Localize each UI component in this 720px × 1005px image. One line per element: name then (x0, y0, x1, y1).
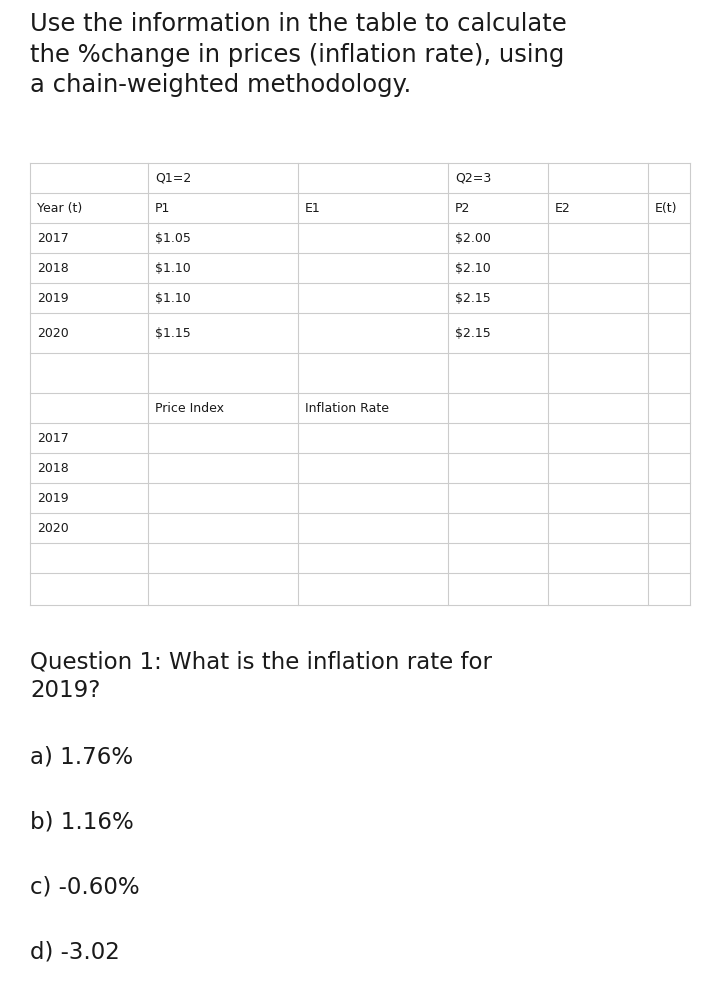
Text: $1.10: $1.10 (155, 291, 191, 305)
Text: 2020: 2020 (37, 327, 68, 340)
Text: Q1=2: Q1=2 (155, 172, 192, 185)
Text: $2.00: $2.00 (455, 231, 491, 244)
Text: $2.10: $2.10 (455, 261, 491, 274)
Text: 2019: 2019 (37, 491, 68, 505)
Text: E2: E2 (555, 201, 571, 214)
Text: 2018: 2018 (37, 461, 68, 474)
Text: Use the information in the table to calculate
the %change in prices (inflation r: Use the information in the table to calc… (30, 12, 567, 97)
Text: a) 1.76%: a) 1.76% (30, 745, 133, 768)
Text: Inflation Rate: Inflation Rate (305, 402, 389, 414)
Text: d) -3.02: d) -3.02 (30, 940, 120, 963)
Text: Year (t): Year (t) (37, 201, 82, 214)
Text: E1: E1 (305, 201, 320, 214)
Text: c) -0.60%: c) -0.60% (30, 875, 140, 898)
Text: 2018: 2018 (37, 261, 68, 274)
Text: Q2=3: Q2=3 (455, 172, 491, 185)
Text: Price Index: Price Index (155, 402, 224, 414)
Text: $2.15: $2.15 (455, 327, 491, 340)
Text: 2017: 2017 (37, 431, 68, 444)
Text: 2017: 2017 (37, 231, 68, 244)
Text: b) 1.16%: b) 1.16% (30, 810, 134, 833)
Text: P2: P2 (455, 201, 470, 214)
Text: $1.10: $1.10 (155, 261, 191, 274)
Text: P1: P1 (155, 201, 171, 214)
Text: E(t): E(t) (655, 201, 678, 214)
Text: $1.05: $1.05 (155, 231, 191, 244)
Text: 2019: 2019 (37, 291, 68, 305)
Text: $1.15: $1.15 (155, 327, 191, 340)
Text: Question 1: What is the inflation rate for
2019?: Question 1: What is the inflation rate f… (30, 650, 492, 702)
Text: $2.15: $2.15 (455, 291, 491, 305)
Text: 2020: 2020 (37, 522, 68, 535)
